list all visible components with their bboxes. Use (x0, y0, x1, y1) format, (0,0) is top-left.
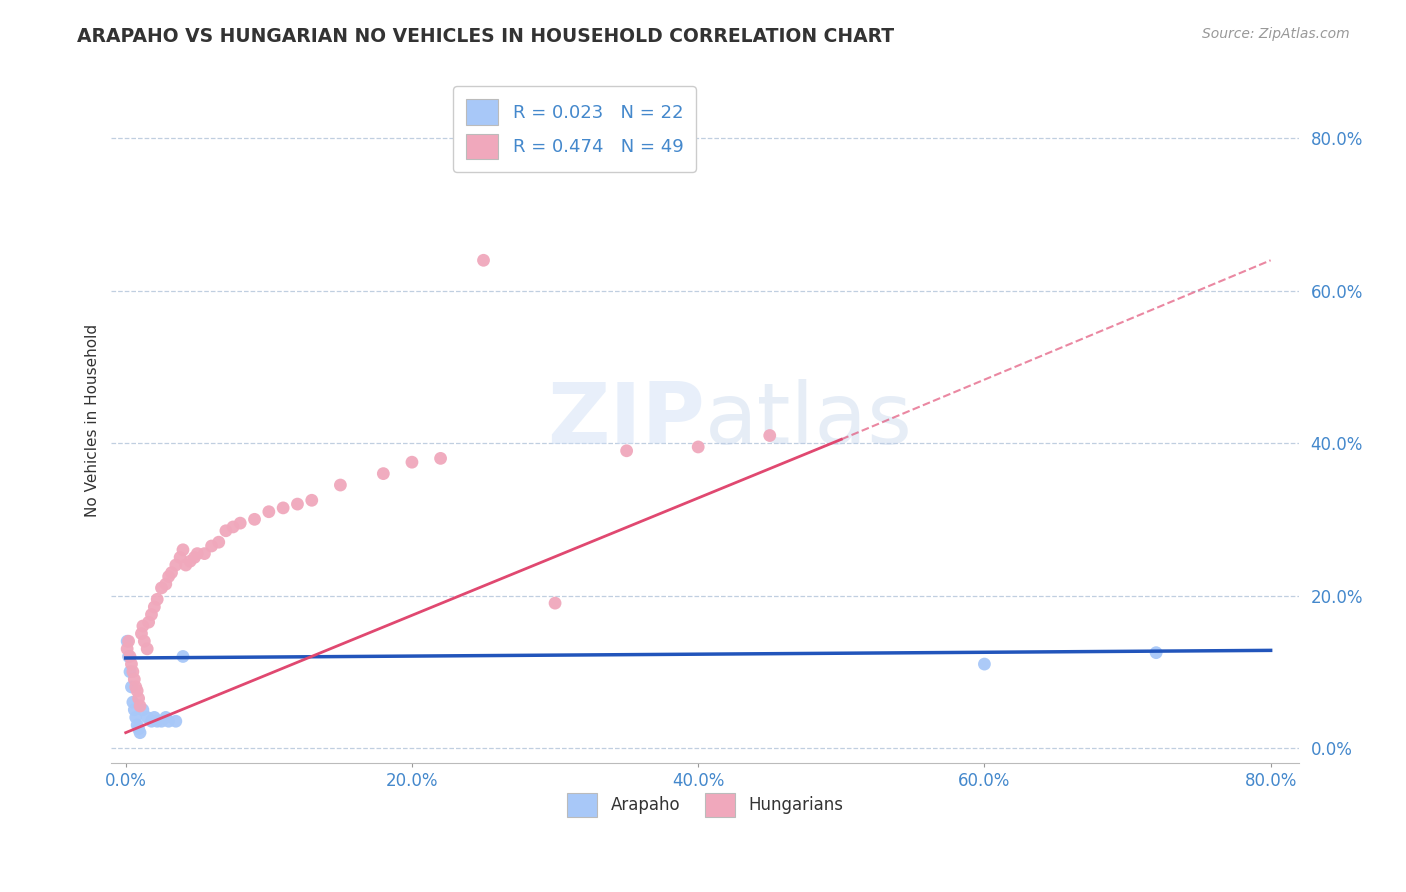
Text: atlas: atlas (706, 379, 914, 462)
Point (243, 512, 266, 526)
Point (132, 703, 155, 717)
Point (128, 722, 150, 736)
Point (155, 710, 177, 724)
Point (150, 581, 173, 595)
Point (429, 451, 451, 466)
Point (115, 634, 138, 648)
Point (127, 683, 149, 698)
Point (146, 714, 169, 729)
Point (127, 718, 149, 732)
Point (172, 542, 194, 557)
Point (165, 714, 187, 729)
Point (117, 634, 139, 648)
Point (229, 516, 252, 530)
Point (544, 596, 567, 610)
Point (160, 566, 183, 580)
Legend: Arapaho, Hungarians: Arapaho, Hungarians (561, 787, 851, 823)
Point (146, 592, 169, 607)
Point (183, 550, 205, 565)
Point (373, 467, 395, 481)
Point (169, 550, 191, 565)
Point (329, 478, 352, 492)
Text: Source: ZipAtlas.com: Source: ZipAtlas.com (1202, 27, 1350, 41)
Point (129, 698, 152, 713)
Point (271, 500, 294, 515)
Point (131, 626, 153, 640)
Point (124, 703, 146, 717)
Point (138, 615, 160, 630)
Point (157, 714, 180, 729)
Point (118, 649, 141, 664)
Point (120, 680, 142, 694)
Point (172, 649, 194, 664)
Point (120, 657, 142, 671)
Point (132, 619, 155, 633)
Point (136, 641, 159, 656)
Point (616, 443, 638, 458)
Point (401, 455, 423, 469)
Point (115, 641, 138, 656)
Point (117, 649, 139, 664)
Point (143, 599, 166, 614)
Point (222, 520, 245, 534)
Point (141, 607, 163, 622)
Point (200, 539, 222, 553)
Point (208, 535, 231, 549)
Point (122, 665, 145, 679)
Point (215, 524, 238, 538)
Point (472, 253, 495, 268)
Point (129, 725, 152, 739)
Point (758, 428, 780, 442)
Point (124, 673, 146, 687)
Point (179, 554, 201, 568)
Point (150, 714, 173, 729)
Point (193, 547, 215, 561)
Point (125, 680, 148, 694)
Point (157, 569, 180, 583)
Point (1144, 646, 1167, 660)
Point (301, 493, 323, 508)
Point (174, 558, 197, 572)
Point (125, 710, 148, 724)
Point (122, 695, 145, 709)
Y-axis label: No Vehicles in Household: No Vehicles in Household (86, 324, 100, 516)
Point (155, 577, 177, 591)
Point (118, 665, 141, 679)
Point (186, 547, 208, 561)
Point (143, 710, 166, 724)
Point (165, 558, 187, 572)
Text: ARAPAHO VS HUNGARIAN NO VEHICLES IN HOUSEHOLD CORRELATION CHART: ARAPAHO VS HUNGARIAN NO VEHICLES IN HOUS… (77, 27, 894, 45)
Point (287, 497, 309, 511)
Point (141, 714, 163, 729)
Point (128, 691, 150, 706)
Point (688, 440, 710, 454)
Point (136, 710, 159, 724)
Point (973, 657, 995, 671)
Text: ZIP: ZIP (547, 379, 706, 462)
Point (134, 634, 156, 648)
Point (257, 505, 280, 519)
